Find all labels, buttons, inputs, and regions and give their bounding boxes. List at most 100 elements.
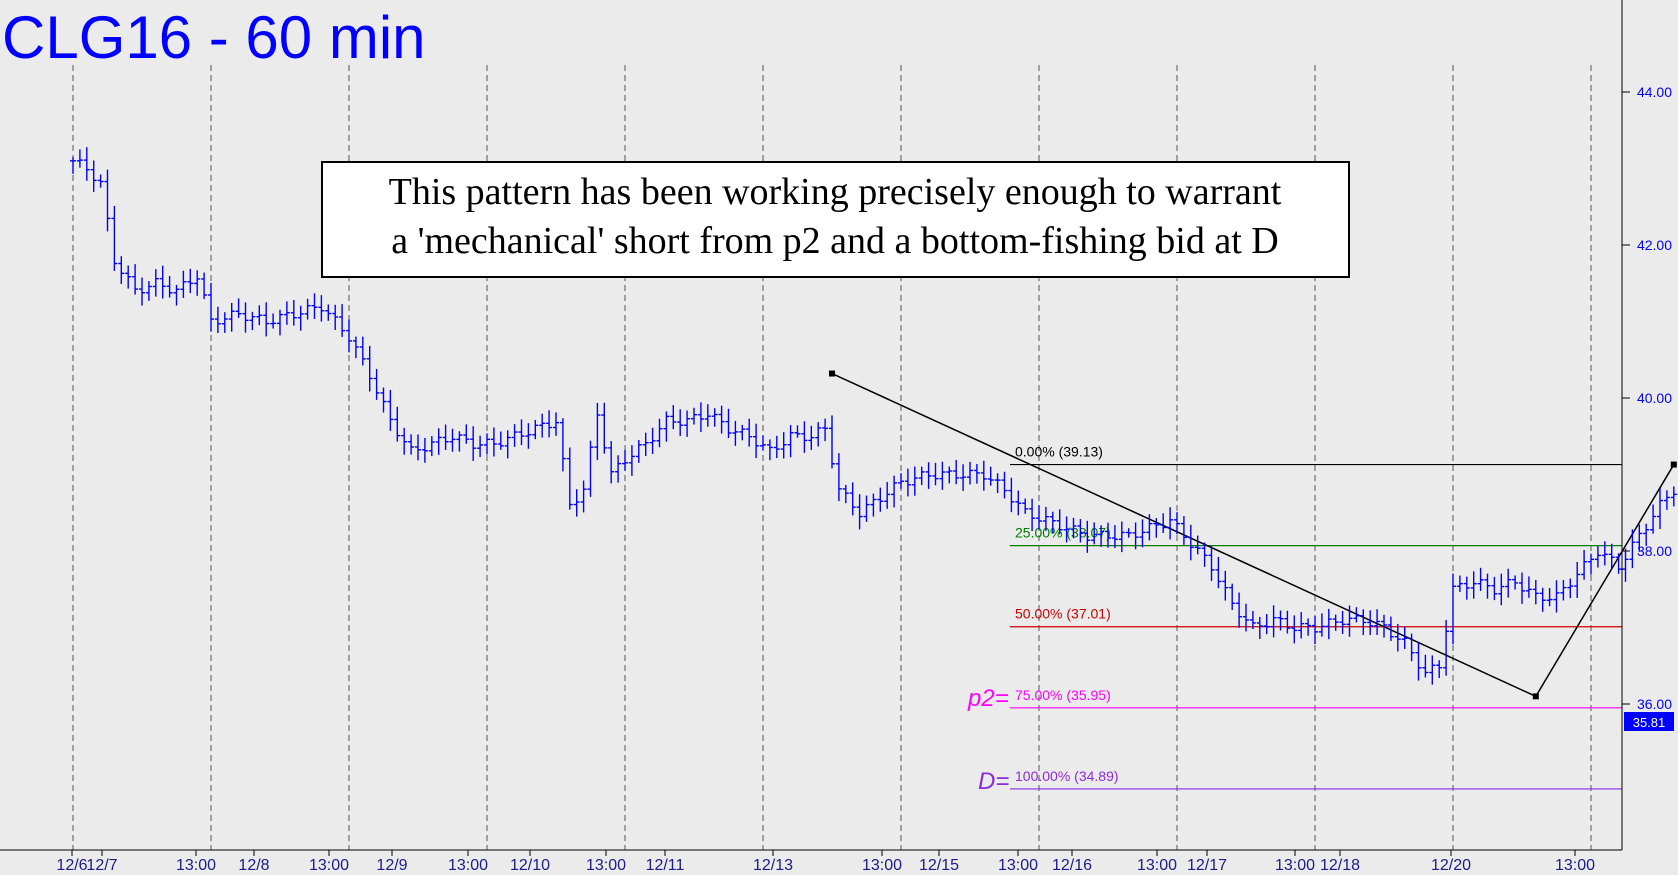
price-bar	[863, 495, 870, 522]
price-bar	[1436, 660, 1443, 679]
price-bar	[263, 302, 270, 337]
price-bar	[1429, 655, 1436, 685]
d-tag: D=	[978, 768, 1009, 795]
price-bar	[366, 345, 373, 392]
price-bar	[1608, 543, 1615, 570]
price-bar	[573, 489, 580, 517]
price-bar	[1594, 546, 1601, 568]
price-bar	[739, 424, 746, 441]
price-bar	[477, 435, 484, 458]
price-bar	[1636, 524, 1643, 552]
time-tick-label: 13:00	[1555, 857, 1595, 874]
price-bar	[1346, 605, 1353, 637]
time-tick-label: 12/13	[753, 857, 793, 874]
price-bar	[221, 312, 228, 333]
price-bar	[849, 482, 856, 516]
price-bar	[180, 270, 187, 298]
price-bar	[1229, 583, 1236, 611]
time-tick-label: 13:00	[998, 857, 1038, 874]
price-bar	[587, 440, 594, 497]
price-axis: 44.00 42.00 40.00 38.00 36.00	[1622, 84, 1672, 712]
price-bar	[194, 270, 201, 296]
time-tick-label: 13:00	[176, 857, 216, 874]
price-bar	[691, 407, 697, 425]
price-bar	[1318, 613, 1325, 637]
price-bar	[932, 462, 939, 486]
price-bar	[1298, 612, 1305, 639]
price-bar	[663, 411, 670, 442]
price-bar	[332, 304, 339, 330]
price-bar	[980, 460, 987, 491]
price-bar	[1153, 518, 1160, 538]
price-bar	[152, 269, 159, 297]
price-bar	[794, 425, 801, 438]
price-bar	[766, 439, 773, 461]
price-bar	[835, 453, 842, 502]
price-bar	[1201, 542, 1208, 567]
price-bar	[484, 433, 490, 455]
price-bar	[235, 298, 242, 318]
price-bar	[1525, 576, 1532, 598]
price-bar	[960, 464, 967, 491]
price-bar	[1125, 528, 1132, 538]
time-tick-label: 12/7	[86, 857, 117, 874]
price-bar	[525, 423, 532, 449]
price-bar	[1249, 610, 1256, 630]
price-bar	[518, 419, 525, 446]
price-bar	[1167, 507, 1174, 540]
price-bar	[1291, 615, 1298, 644]
p2-tag: p2=	[967, 685, 1009, 712]
price-bar	[732, 420, 739, 446]
price-bar	[1629, 529, 1636, 569]
pattern-point	[1670, 461, 1677, 468]
annotation-box	[321, 161, 1350, 278]
price-bar	[973, 463, 980, 484]
price-bar	[1588, 553, 1594, 575]
price-tick-label: 44.00	[1637, 84, 1672, 100]
price-bar	[97, 174, 104, 188]
price-bar	[1243, 603, 1249, 632]
price-bar	[628, 445, 635, 476]
price-bar	[90, 160, 97, 192]
price-bar	[1270, 605, 1277, 638]
price-bar	[442, 424, 449, 450]
price-bar	[891, 475, 898, 508]
price-bar	[746, 418, 753, 447]
price-bar	[580, 480, 587, 513]
time-tick-label: 13:00	[309, 857, 349, 874]
price-bar	[173, 284, 180, 306]
price-bar	[387, 389, 394, 432]
price-bar	[1305, 618, 1312, 636]
time-tick-label: 13:00	[862, 857, 902, 874]
price-bar	[1194, 535, 1201, 555]
price-bar	[359, 336, 366, 366]
time-tick-label: 12/16	[1052, 857, 1092, 874]
price-bar	[615, 455, 622, 483]
price-bar	[1332, 614, 1339, 631]
price-bar	[1415, 642, 1422, 681]
fib-level-label: 75.00% (35.95)	[1015, 687, 1111, 703]
pattern-point	[829, 370, 835, 377]
price-bar	[656, 418, 663, 448]
fib-level-label: 0.00% (39.13)	[1015, 444, 1103, 460]
price-bar	[642, 432, 649, 457]
price-bar	[649, 427, 656, 454]
price-bar	[987, 466, 994, 486]
price-bar	[1367, 610, 1374, 636]
price-bar	[1180, 516, 1187, 545]
price-bar	[994, 473, 1001, 494]
price-bar	[1236, 592, 1243, 628]
time-tick-label: 13:00	[586, 857, 626, 874]
time-tick-label: 12/6	[56, 857, 87, 874]
price-bar	[753, 423, 760, 459]
price-bar	[1056, 509, 1063, 535]
price-bar	[1022, 498, 1029, 514]
price-bar	[1394, 623, 1401, 652]
price-tick-label: 40.00	[1637, 390, 1672, 406]
price-bar	[311, 293, 318, 320]
price-bar	[1463, 576, 1470, 600]
price-bar	[1401, 627, 1408, 649]
price-bar	[111, 205, 118, 271]
price-bar	[1077, 519, 1084, 543]
